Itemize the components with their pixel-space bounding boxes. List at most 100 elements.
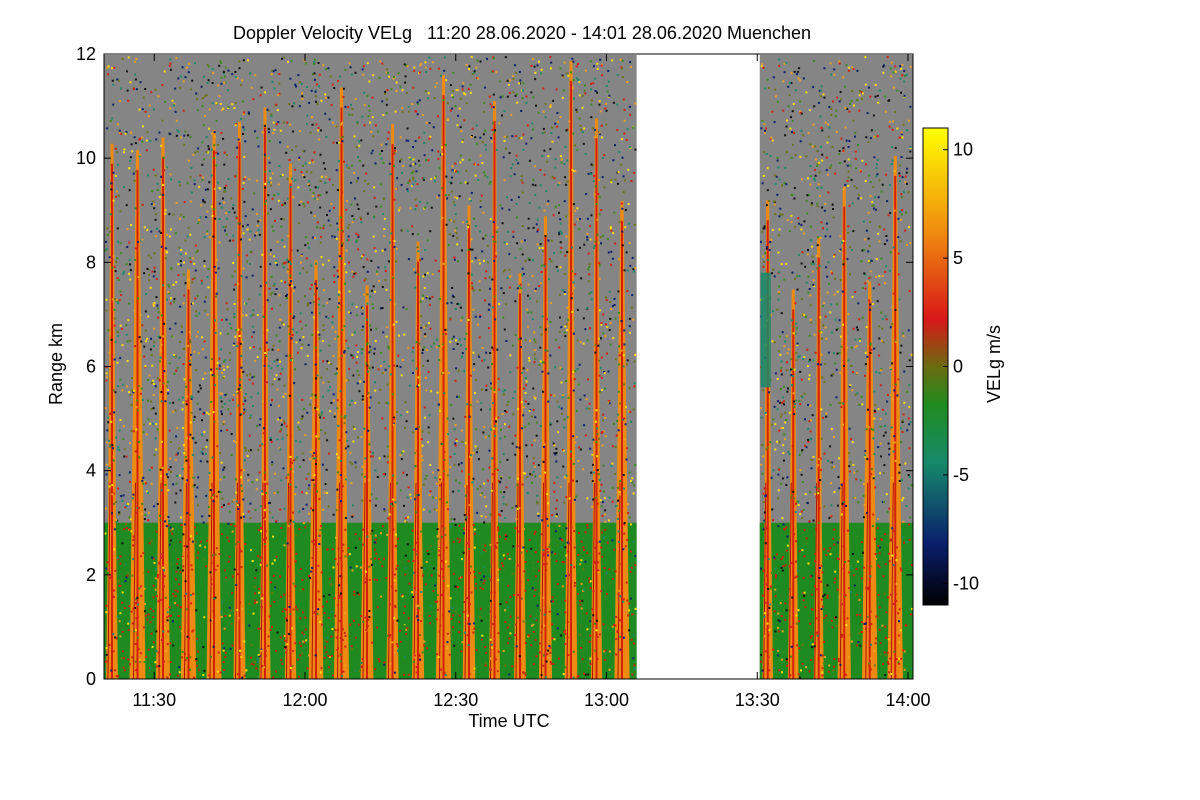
noise-speck — [599, 499, 602, 502]
noise-speck — [564, 145, 567, 148]
noise-speck — [490, 565, 492, 568]
noise-speck — [495, 417, 498, 420]
noise-speck — [412, 268, 415, 271]
noise-speck — [856, 614, 858, 617]
noise-speck — [473, 528, 476, 531]
noise-speck — [610, 250, 613, 253]
noise-speck — [197, 650, 199, 653]
noise-speck — [287, 260, 290, 263]
noise-speck — [126, 385, 128, 388]
noise-speck — [214, 331, 217, 334]
noise-speck — [189, 339, 192, 342]
noise-speck — [397, 72, 400, 75]
noise-speck — [372, 307, 374, 310]
noise-speck — [411, 350, 414, 353]
noise-speck — [488, 303, 491, 306]
noise-speck — [210, 583, 213, 586]
noise-speck — [333, 415, 336, 418]
noise-speck — [259, 347, 262, 350]
noise-speck — [152, 168, 155, 171]
noise-speck — [332, 674, 334, 677]
noise-speck — [218, 553, 221, 555]
noise-speck — [548, 546, 551, 548]
noise-speck — [253, 660, 256, 663]
noise-speck — [317, 62, 320, 64]
noise-speck — [554, 453, 557, 456]
noise-speck — [521, 97, 524, 100]
noise-speck — [214, 553, 217, 556]
noise-speck — [295, 331, 298, 334]
noise-speck — [406, 229, 409, 232]
noise-speck — [512, 413, 515, 416]
noise-speck — [575, 435, 578, 438]
noise-speck — [530, 311, 533, 314]
noise-speck — [310, 283, 313, 286]
noise-speck — [106, 233, 109, 236]
noise-speck — [385, 326, 388, 329]
noise-speck — [234, 102, 237, 104]
noise-speck — [459, 97, 462, 100]
noise-speck — [326, 439, 329, 442]
noise-speck — [539, 609, 542, 612]
noise-speck — [541, 155, 544, 157]
noise-speck — [347, 311, 350, 314]
noise-speck — [134, 78, 137, 81]
noise-speck — [409, 158, 412, 161]
noise-speck — [124, 563, 127, 566]
noise-speck — [483, 259, 485, 262]
noise-speck — [374, 162, 377, 165]
noise-speck — [602, 234, 605, 237]
noise-speck — [634, 353, 637, 356]
noise-speck — [325, 175, 328, 178]
noise-speck — [403, 504, 405, 507]
noise-speck — [518, 556, 521, 559]
noise-speck — [633, 360, 636, 363]
noise-speck — [243, 155, 246, 158]
noise-speck — [459, 306, 462, 309]
noise-speck — [108, 467, 111, 470]
noise-speck — [223, 627, 226, 630]
noise-speck — [198, 219, 201, 221]
noise-speck — [163, 70, 166, 73]
noise-speck — [566, 159, 569, 162]
noise-speck — [302, 336, 305, 338]
noise-speck — [470, 454, 472, 457]
noise-speck — [393, 240, 396, 242]
noise-speck — [592, 82, 595, 85]
noise-speck — [303, 641, 306, 644]
noise-speck — [602, 490, 605, 493]
noise-speck — [188, 637, 191, 640]
noise-speck — [355, 180, 358, 183]
noise-speck — [183, 294, 186, 297]
noise-speck — [160, 400, 163, 403]
noise-speck — [395, 544, 398, 547]
noise-speck — [461, 141, 464, 143]
noise-speck — [534, 184, 537, 187]
noise-speck — [574, 370, 577, 373]
noise-speck — [362, 65, 365, 68]
noise-speck — [376, 626, 379, 629]
noise-speck — [273, 282, 276, 285]
noise-speck — [400, 183, 403, 186]
noise-speck — [423, 416, 426, 419]
noise-speck — [605, 296, 608, 299]
noise-speck — [586, 497, 589, 500]
noise-speck — [309, 188, 312, 191]
noise-speck — [424, 583, 427, 586]
noise-speck — [127, 56, 130, 59]
noise-speck — [576, 207, 579, 210]
noise-speck — [337, 228, 339, 231]
noise-speck — [231, 575, 234, 578]
noise-speck — [461, 441, 464, 443]
noise-speck — [451, 338, 454, 340]
noise-speck — [328, 178, 331, 181]
noise-speck — [137, 276, 140, 278]
noise-speck — [486, 261, 489, 264]
noise-speck — [317, 126, 320, 129]
noise-speck — [222, 137, 225, 140]
noise-speck — [479, 485, 482, 488]
noise-speck — [497, 578, 500, 581]
noise-speck — [512, 91, 515, 94]
noise-speck — [497, 525, 500, 527]
noise-speck — [622, 418, 625, 421]
